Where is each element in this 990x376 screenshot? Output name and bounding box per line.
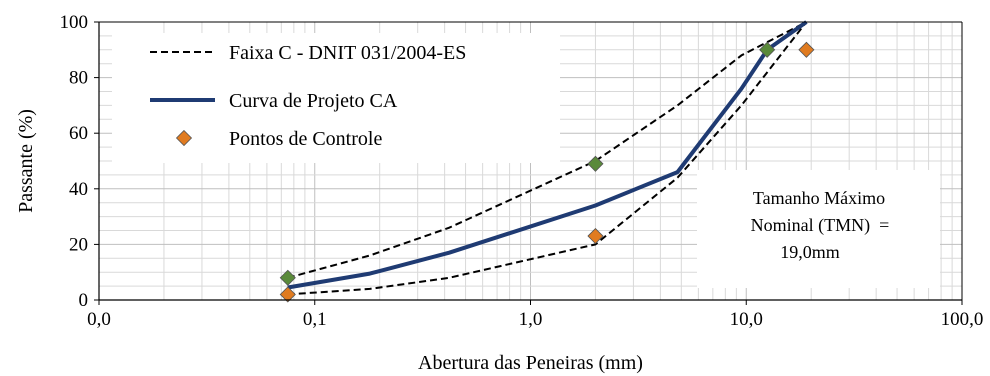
legend-label-control-points: Pontos de Controle <box>229 128 382 150</box>
annotation-box: Tamanho Máximo Nominal (TMN) = 19,0mm <box>751 188 890 262</box>
design-curve-line <box>287 20 808 290</box>
axes-layer: 0 20 40 60 80 100 0,0 0,1 1,0 10,0 100,0 Abertura d… <box>15 12 983 374</box>
annotation-line: Nominal (TMN) = <box>751 215 890 236</box>
control-point-marker <box>587 227 604 245</box>
x-tick-label: 0,0 <box>87 309 111 330</box>
band-limit-line <box>287 21 808 296</box>
y-tick-label: 0 <box>79 290 89 311</box>
y-tick-label: 100 <box>60 12 89 33</box>
x-tick-label: 10,0 <box>730 309 763 330</box>
y-axis-label: Passante (%) <box>15 109 37 213</box>
legend-label-design-curve: Curva de Projeto CA <box>229 90 398 112</box>
y-tick-label: 60 <box>69 123 88 144</box>
x-tick-label: 1,0 <box>519 309 543 330</box>
control-point-marker <box>279 269 296 286</box>
legend-label-band: Faixa C - DNIT 031/2004-ES <box>229 42 466 64</box>
legend-swatch-control-points <box>175 129 193 147</box>
x-tick-label: 100,0 <box>941 309 984 330</box>
control-point-marker <box>279 286 296 303</box>
annotation-background <box>697 170 940 288</box>
band-limit-line <box>287 21 807 279</box>
annotation-line: 19,0mm <box>780 242 840 262</box>
control-point-marker <box>798 41 815 58</box>
y-tick-label: 80 <box>69 68 88 89</box>
annotation-line: Tamanho Máximo <box>753 188 885 208</box>
x-tick-label: 0,1 <box>303 309 327 330</box>
control-point-marker <box>587 155 604 172</box>
y-tick-label: 40 <box>69 179 88 200</box>
legend: Faixa C - DNIT 031/2004-ES Curva de Proje… <box>150 42 466 150</box>
series-layer <box>279 20 815 303</box>
control-point-marker <box>759 41 776 58</box>
x-axis-label: Abertura das Peneiras (mm) <box>418 352 643 374</box>
y-tick-label: 20 <box>69 234 88 255</box>
